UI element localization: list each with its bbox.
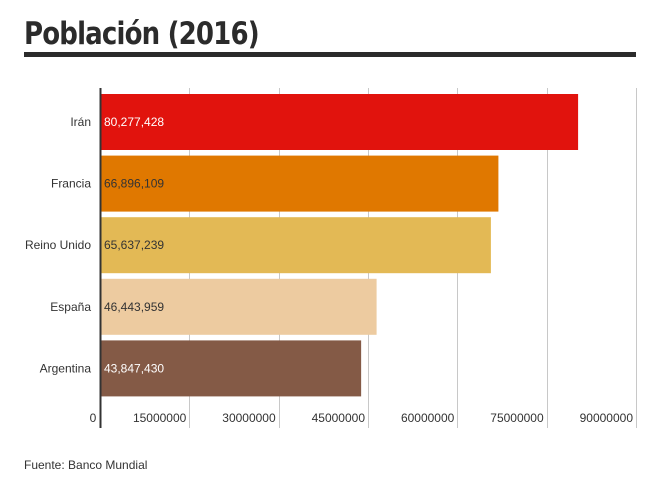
bar <box>100 94 579 150</box>
x-tick-label: 0 <box>90 411 97 425</box>
source-note: Fuente: Banco Mundial <box>24 458 148 472</box>
bar <box>100 155 499 212</box>
value-label: 46,443,959 <box>104 300 164 314</box>
category-label: Irán <box>70 115 91 129</box>
chart-title: Población (2016) <box>24 16 260 52</box>
bar <box>100 278 377 335</box>
category-label: Argentina <box>40 361 92 375</box>
bar <box>100 217 491 274</box>
x-tick-label: 75000000 <box>490 411 544 425</box>
value-label: 80,277,428 <box>104 115 164 129</box>
value-label: 66,896,109 <box>104 177 164 191</box>
x-tick-label: 60000000 <box>401 411 455 425</box>
x-tick-label: 45000000 <box>312 411 366 425</box>
x-tick-label: 15000000 <box>133 411 187 425</box>
x-tick-label: 30000000 <box>222 411 276 425</box>
value-label: 43,847,430 <box>104 361 164 375</box>
x-tick-label: 90000000 <box>580 411 634 425</box>
category-label: Reino Unido <box>25 238 91 252</box>
value-label: 65,637,239 <box>104 238 164 252</box>
title-divider <box>24 52 636 57</box>
category-label: España <box>50 300 91 314</box>
category-label: Francia <box>51 177 91 191</box>
bar <box>100 340 362 397</box>
